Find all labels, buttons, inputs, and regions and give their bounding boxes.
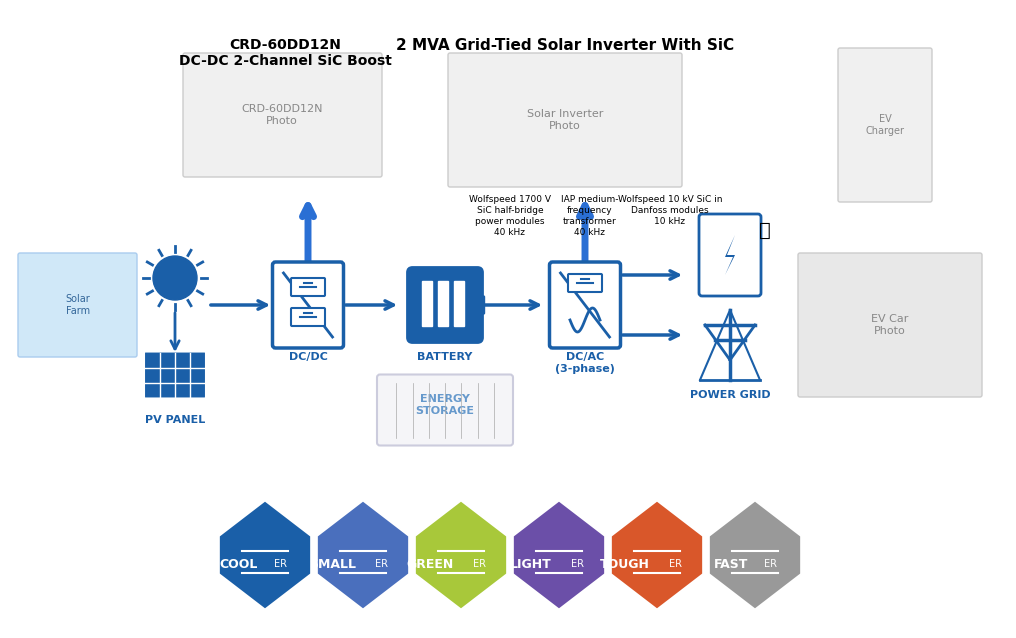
- Text: COOL: COOL: [219, 558, 258, 570]
- Text: ER: ER: [571, 559, 583, 569]
- Text: PV PANEL: PV PANEL: [145, 415, 205, 425]
- Text: ER: ER: [472, 559, 486, 569]
- Text: POWER GRID: POWER GRID: [690, 390, 770, 400]
- Polygon shape: [317, 500, 409, 609]
- Text: Wolfspeed 10 kV SiC in
Danfoss modules
10 kHz: Wolfspeed 10 kV SiC in Danfoss modules 1…: [618, 195, 722, 226]
- FancyBboxPatch shape: [448, 53, 682, 187]
- Text: LIGHT: LIGHT: [510, 558, 552, 570]
- Text: 🔌: 🔌: [759, 221, 771, 239]
- Bar: [438, 281, 448, 325]
- Circle shape: [153, 256, 197, 300]
- Text: Solar
Farm: Solar Farm: [66, 294, 90, 316]
- Bar: [454, 281, 464, 325]
- Text: Wolfspeed 1700 V
SiC half-bridge
power modules
40 kHz: Wolfspeed 1700 V SiC half-bridge power m…: [469, 195, 551, 237]
- Text: DC/DC: DC/DC: [289, 352, 327, 362]
- Text: IAP medium-
frequency
transformer
40 kHz: IAP medium- frequency transformer 40 kHz: [561, 195, 619, 237]
- Polygon shape: [513, 500, 606, 609]
- FancyBboxPatch shape: [699, 214, 761, 296]
- FancyBboxPatch shape: [291, 308, 325, 326]
- FancyBboxPatch shape: [838, 48, 932, 202]
- Polygon shape: [218, 500, 311, 609]
- FancyBboxPatch shape: [291, 278, 325, 296]
- FancyBboxPatch shape: [798, 253, 982, 397]
- Bar: [422, 281, 432, 325]
- Text: CRD-60DD12N
DC-DC 2-Channel SiC Boost: CRD-60DD12N DC-DC 2-Channel SiC Boost: [179, 38, 391, 68]
- Text: 2 MVA Grid-Tied Solar Inverter With SiC: 2 MVA Grid-Tied Solar Inverter With SiC: [396, 38, 735, 53]
- FancyBboxPatch shape: [377, 375, 513, 445]
- FancyBboxPatch shape: [474, 296, 485, 314]
- Text: BATTERY: BATTERY: [418, 352, 472, 362]
- Polygon shape: [709, 500, 802, 609]
- Text: ER: ER: [764, 559, 777, 569]
- Text: EV Car
Photo: EV Car Photo: [872, 314, 908, 336]
- Text: EV
Charger: EV Charger: [866, 114, 904, 136]
- FancyBboxPatch shape: [568, 274, 602, 292]
- Polygon shape: [725, 235, 735, 275]
- Text: GREEN: GREEN: [406, 558, 454, 570]
- Text: TOUGH: TOUGH: [600, 558, 650, 570]
- FancyBboxPatch shape: [407, 267, 483, 343]
- Text: Solar Inverter
Photo: Solar Inverter Photo: [527, 109, 604, 131]
- FancyBboxPatch shape: [550, 262, 621, 348]
- FancyBboxPatch shape: [18, 253, 137, 357]
- FancyBboxPatch shape: [144, 352, 206, 399]
- Text: ENERGY
STORAGE: ENERGY STORAGE: [416, 394, 474, 416]
- FancyBboxPatch shape: [272, 262, 343, 348]
- Text: DC/AC
(3-phase): DC/AC (3-phase): [555, 352, 615, 374]
- Text: ER: ER: [669, 559, 682, 569]
- Text: ER: ER: [274, 559, 288, 569]
- Text: ER: ER: [375, 559, 387, 569]
- Polygon shape: [415, 500, 507, 609]
- Polygon shape: [611, 500, 703, 609]
- Text: CRD-60DD12N
Photo: CRD-60DD12N Photo: [241, 104, 323, 126]
- FancyBboxPatch shape: [183, 53, 382, 177]
- Text: FAST: FAST: [713, 558, 748, 570]
- Text: SMALL: SMALL: [309, 558, 356, 570]
